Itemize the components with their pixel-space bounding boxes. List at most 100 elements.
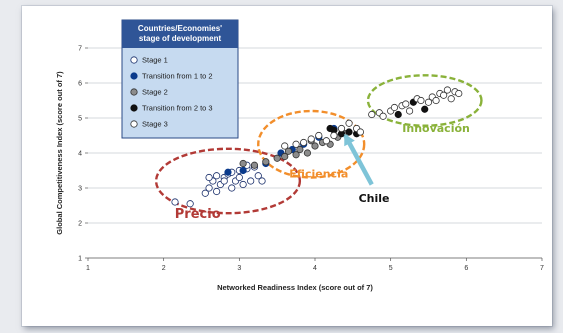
legend-marker xyxy=(130,120,138,128)
point-stage-3 xyxy=(345,119,353,127)
point-stage-3 xyxy=(356,128,364,136)
point-stage-3 xyxy=(315,131,323,140)
legend-entry-label: Stage 2 xyxy=(142,88,168,97)
legend-title-bar xyxy=(122,20,238,48)
legend-title-line: Countries/Economies' xyxy=(138,24,222,33)
legend-entry-label: Transition from 2 to 3 xyxy=(142,104,213,113)
point-stage-2 xyxy=(281,152,289,161)
point-stage-1 xyxy=(201,189,209,197)
annotation-eficiencia: Eficiencia xyxy=(289,168,348,181)
ellipse-eficiencia xyxy=(257,109,366,179)
legend-entry-label: Stage 3 xyxy=(142,120,168,129)
point-stage-3 xyxy=(337,124,346,133)
data-points xyxy=(171,86,463,208)
scatter-chart: 1 2 3 4 5 6 7 1 2 3 4 5 6 7 Networked Readiness Inde… xyxy=(55,19,544,292)
point-stage-3 xyxy=(330,131,338,140)
legend-marker xyxy=(130,56,138,64)
legend: Countries/Economies'stage of development… xyxy=(121,19,239,139)
point-stage-2 xyxy=(273,154,281,162)
x-axis-title: Networked Readiness Index (score out of … xyxy=(217,283,373,292)
point-stage-3 xyxy=(405,107,414,115)
y-tick-label: 2 xyxy=(78,221,82,228)
point-stage-3 xyxy=(390,103,399,112)
point-stage-2 xyxy=(250,161,259,169)
y-axis-title: Global Competitiveness Index (score out … xyxy=(55,71,64,235)
legend-marker xyxy=(130,88,138,96)
point-stage-3 xyxy=(443,86,452,94)
point-stage-2 xyxy=(296,145,304,154)
annotations: Precio Eficiencia Innovación Chile xyxy=(175,122,470,222)
x-tick-label: 7 xyxy=(540,265,544,272)
point-stage-3 xyxy=(402,100,410,108)
chile-arrow xyxy=(343,134,374,186)
x-tick-label: 6 xyxy=(464,265,468,272)
point-stage-2 xyxy=(262,158,270,166)
point-stage-1 xyxy=(258,177,266,185)
point-stage-3 xyxy=(322,137,330,145)
point-stage-3 xyxy=(368,110,376,119)
point-transition-from-1-to-2 xyxy=(239,166,247,175)
point-stage-3 xyxy=(307,135,315,143)
point-stage-3 xyxy=(455,89,463,98)
point-stage-1 xyxy=(228,184,236,192)
point-stage-3 xyxy=(417,96,425,105)
point-stage-3 xyxy=(292,140,300,148)
point-stage-3 xyxy=(440,91,448,99)
point-stage-1 xyxy=(235,173,243,182)
point-stage-3 xyxy=(424,98,433,106)
legend-entry-label: Stage 1 xyxy=(142,56,168,65)
ellipse-innovación xyxy=(366,74,483,127)
point-stage-3 xyxy=(447,95,455,103)
point-transition-from-1-to-2 xyxy=(224,168,232,176)
point-stage-2 xyxy=(311,142,319,150)
point-transition-from-2-to-3 xyxy=(421,105,429,113)
legend-title-line: stage of development xyxy=(139,34,222,43)
chile-arrow-head xyxy=(344,133,355,147)
annotation-innovación: Innovación xyxy=(402,122,470,135)
point-stage-3 xyxy=(379,112,387,120)
ellipse-precio xyxy=(154,147,302,215)
point-stage-2 xyxy=(292,151,300,159)
point-stage-2 xyxy=(303,149,312,157)
axes xyxy=(85,47,543,261)
point-stage-1 xyxy=(213,172,221,180)
point-transition-from-2-to-3 xyxy=(345,128,353,136)
x-tick-label: 5 xyxy=(389,265,393,272)
legend-marker xyxy=(130,104,138,112)
legend-title: Countries/Economies'stage of development xyxy=(122,20,238,48)
point-stage-1 xyxy=(171,198,179,206)
annotation-chile: Chile xyxy=(359,192,390,205)
point-transition-from-2-to-3 xyxy=(394,110,402,119)
legend-entries: Stage 1 Transition from 1 to 2 Stage 2 Tran… xyxy=(130,56,213,129)
point-stage-1 xyxy=(213,187,221,196)
point-stage-1 xyxy=(205,173,213,182)
point-stage-3 xyxy=(300,138,308,147)
x-tick-labels: 1 2 3 4 5 6 7 xyxy=(86,265,544,272)
x-tick-label: 2 xyxy=(162,265,166,272)
legend-marker xyxy=(130,72,138,80)
x-tick-label: 1 xyxy=(86,265,90,272)
y-tick-label: 7 xyxy=(78,46,82,53)
y-tick-label: 3 xyxy=(78,186,82,193)
point-stage-3 xyxy=(432,96,440,105)
stage-ellipses xyxy=(154,74,483,215)
legend-entry-label: Transition from 1 to 2 xyxy=(142,72,213,81)
point-stage-1 xyxy=(247,177,255,185)
y-tick-label: 1 xyxy=(78,256,82,263)
point-stage-1 xyxy=(239,180,247,189)
point-stage-3 xyxy=(281,142,289,150)
chart-card: 1 2 3 4 5 6 7 1 2 3 4 5 6 7 Networked Readiness Inde… xyxy=(22,6,552,326)
x-tick-label: 4 xyxy=(313,265,317,272)
point-stage-1 xyxy=(254,172,262,180)
x-tick-label: 3 xyxy=(237,265,241,272)
y-tick-labels: 1 2 3 4 5 6 7 xyxy=(78,46,82,263)
point-stage-2 xyxy=(284,147,293,155)
point-stage-2 xyxy=(239,159,247,168)
y-tick-label: 6 xyxy=(78,81,82,88)
y-tick-label: 4 xyxy=(78,151,82,158)
point-stage-1 xyxy=(186,200,194,208)
point-stage-1 xyxy=(220,177,228,185)
point-stage-1 xyxy=(205,184,213,192)
annotation-precio: Precio xyxy=(175,207,221,222)
